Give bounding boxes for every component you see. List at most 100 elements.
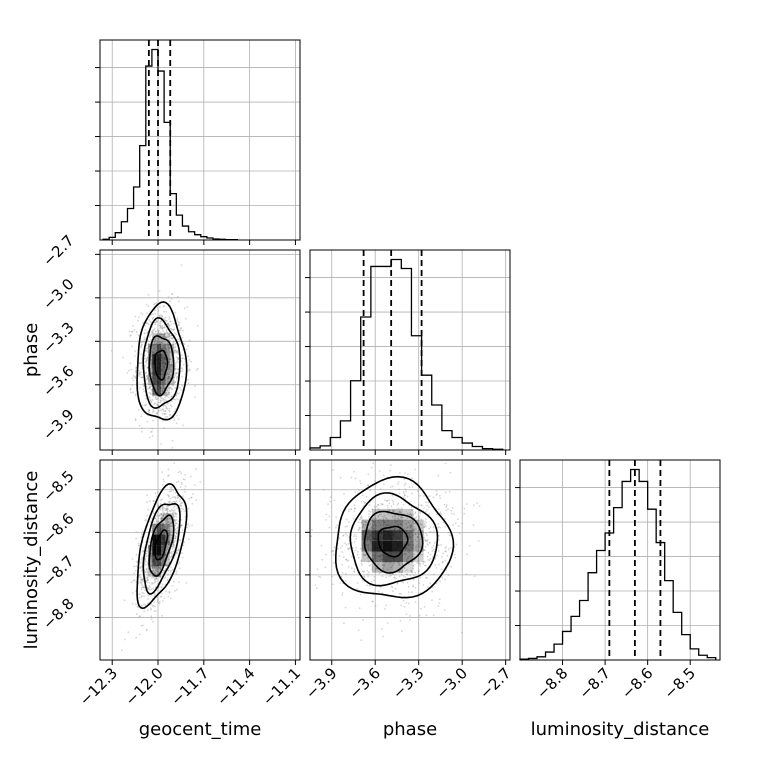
sample-point	[407, 473, 409, 475]
sample-point	[190, 496, 193, 499]
sample-point	[171, 446, 174, 449]
sample-point	[440, 513, 443, 516]
sample-point	[327, 503, 329, 505]
sample-point	[440, 568, 443, 571]
sample-point	[139, 574, 142, 576]
sample-point	[165, 406, 168, 409]
sample-point	[152, 303, 155, 306]
sample-point	[145, 360, 147, 363]
sample-point	[416, 519, 419, 522]
sample-point	[132, 391, 135, 394]
sample-point	[146, 569, 149, 571]
sample-point	[168, 366, 171, 369]
sample-point	[152, 317, 154, 319]
sample-point	[402, 581, 405, 584]
sample-point	[364, 521, 367, 523]
sample-point	[167, 569, 169, 572]
sample-point	[422, 549, 425, 551]
sample-point	[366, 573, 369, 576]
sample-point	[180, 524, 183, 526]
sample-point	[175, 394, 178, 396]
sample-point	[170, 297, 173, 300]
sample-point	[169, 518, 172, 520]
sample-point	[398, 592, 401, 595]
density-cell	[403, 530, 414, 541]
sample-point	[147, 350, 149, 352]
sample-point	[175, 522, 178, 525]
sample-point	[159, 576, 162, 579]
sample-point	[163, 412, 166, 415]
sample-point	[176, 532, 178, 535]
sample-point	[162, 333, 164, 336]
sample-point	[407, 602, 410, 605]
sample-point	[171, 338, 173, 340]
sample-point	[163, 332, 166, 334]
sample-point	[161, 517, 164, 519]
sample-point	[140, 625, 143, 627]
sample-point	[384, 608, 386, 610]
sample-point	[161, 387, 164, 390]
sample-point	[368, 551, 370, 554]
sample-point	[422, 561, 425, 563]
sample-point	[414, 546, 417, 548]
sample-point	[409, 513, 412, 515]
sample-point	[170, 364, 172, 367]
sample-point	[133, 355, 136, 357]
sample-point	[138, 544, 140, 547]
sample-point	[374, 480, 376, 483]
sample-point	[412, 528, 415, 530]
sample-point	[416, 551, 419, 553]
sample-point	[417, 504, 420, 506]
panel-frame	[99, 249, 301, 451]
sample-point	[160, 586, 163, 588]
sample-point	[157, 341, 160, 343]
sample-point	[155, 578, 158, 580]
sample-point	[408, 615, 411, 617]
sample-point	[365, 495, 368, 498]
sample-point	[431, 590, 434, 593]
sample-point	[164, 343, 167, 345]
sample-point	[170, 395, 173, 398]
sample-point	[332, 553, 335, 556]
sample-point	[170, 525, 173, 527]
sample-point	[168, 527, 171, 529]
sample-point	[423, 536, 425, 539]
sample-point	[388, 502, 391, 505]
sample-point	[138, 544, 140, 547]
sample-point	[162, 404, 165, 407]
sample-point	[156, 412, 159, 415]
sample-point	[371, 568, 373, 571]
sample-point	[132, 579, 135, 582]
sample-point	[173, 509, 176, 511]
sample-point	[147, 579, 149, 582]
sample-point	[157, 404, 160, 407]
sample-point	[364, 521, 367, 523]
sample-point	[180, 519, 183, 521]
sample-point	[148, 537, 151, 540]
sample-point	[120, 649, 123, 652]
sample-point	[154, 609, 157, 612]
sample-point	[166, 574, 169, 576]
sample-point	[173, 544, 175, 547]
sample-point	[146, 357, 149, 359]
sample-point	[414, 532, 417, 535]
sample-point	[146, 573, 149, 576]
sample-point	[140, 345, 143, 348]
sample-point	[138, 362, 141, 364]
sample-point	[164, 398, 166, 401]
sample-point	[163, 334, 166, 336]
sample-point	[172, 509, 175, 512]
sample-point	[148, 436, 151, 439]
sample-point	[162, 419, 165, 422]
sample-point	[390, 505, 393, 508]
sample-point	[175, 422, 178, 425]
sample-point	[181, 501, 184, 504]
sample-point	[437, 544, 440, 546]
sample-point	[145, 403, 148, 406]
sample-point	[188, 538, 190, 541]
sample-point	[177, 372, 180, 374]
sample-point	[169, 532, 171, 535]
sample-point	[156, 320, 158, 323]
sample-point	[407, 585, 410, 588]
